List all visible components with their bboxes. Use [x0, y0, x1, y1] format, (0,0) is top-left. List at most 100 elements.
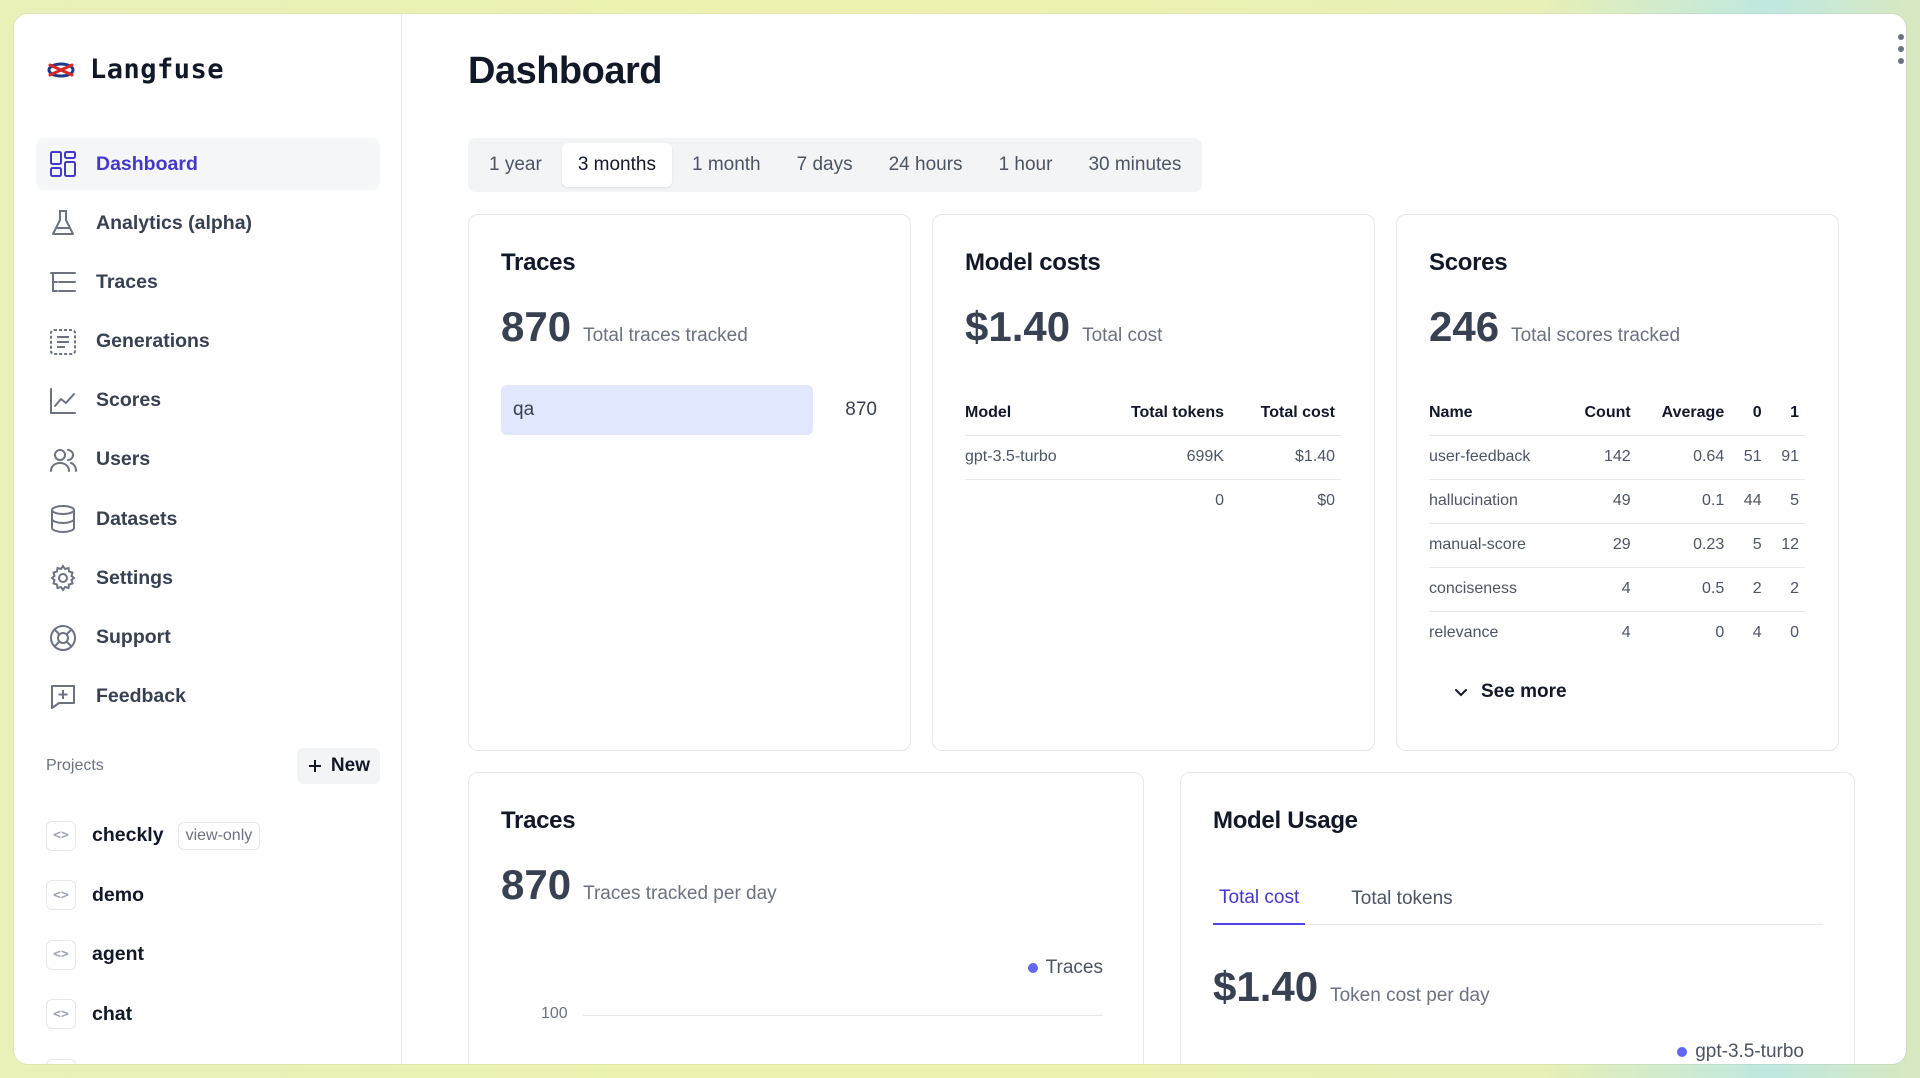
sidebar-item-analytics[interactable]: Analytics (alpha) [36, 197, 380, 249]
table-row: relevance 4 0 4 0 [1429, 610, 1805, 655]
metric-value: 870 [501, 303, 572, 350]
range-tab-7-days[interactable]: 7 days [796, 154, 853, 175]
sidebar-item-support[interactable]: Support [36, 612, 380, 664]
users-icon [50, 448, 77, 472]
metric-label: Total traces tracked [583, 325, 748, 346]
table-header-row: Model Total tokens Total cost [965, 391, 1341, 435]
table-row: 0 $0 [965, 478, 1341, 523]
sidebar: Langfuse Dashboard Analytics (alpha) Tra… [14, 14, 402, 1064]
project-item-agent[interactable]: <> agent [46, 925, 380, 985]
sidebar-item-label: Support [96, 626, 171, 648]
metric-label: Token cost per day [1330, 985, 1490, 1006]
time-range-tabs: 1 year 3 months 1 month 7 days 24 hours … [468, 138, 1203, 192]
column-header: Total tokens [1130, 403, 1224, 421]
column-header: Average [1661, 403, 1725, 421]
see-more-label: See more [1481, 681, 1567, 702]
card-title: Model costs [965, 249, 1101, 276]
grid-line [583, 1015, 1103, 1016]
new-project-label: New [330, 755, 370, 776]
sidebar-item-dashboard[interactable]: Dashboard [36, 138, 380, 190]
metric-value: $1.40 [965, 303, 1071, 350]
table-cell: 0.64 [1636, 434, 1731, 479]
metric-value: 246 [1429, 303, 1500, 350]
traces-metric: 870 Total traces tracked [501, 303, 748, 351]
table-cell: 142 [1563, 434, 1637, 479]
chart-legend: Traces [1027, 957, 1103, 979]
table-header-row: Name Count Average 0 1 [1429, 391, 1805, 435]
main-content: Dashboard 1 year 3 months 1 month 7 days… [402, 14, 1906, 1064]
range-tab-24-hours[interactable]: 24 hours [888, 154, 963, 175]
project-item-chat[interactable]: <> chat [46, 985, 380, 1045]
range-tab-1-hour[interactable]: 1 hour [998, 154, 1053, 175]
tab-total-tokens[interactable]: Total tokens [1351, 888, 1453, 909]
trace-name-bar-row: qa 870 [501, 385, 877, 435]
table-cell: 0 [1636, 610, 1731, 655]
table-cell: 2 [1730, 566, 1768, 611]
y-tick-label: 100 [541, 1005, 568, 1022]
table-row: gpt-3.5-turbo 699K $1.40 [965, 434, 1341, 479]
range-tab-30-minutes[interactable]: 30 minutes [1088, 154, 1182, 175]
sidebar-item-label: Scores [96, 389, 162, 412]
scores-card: Scores 246 Total scores tracked Name Cou… [1396, 214, 1839, 751]
project-item-checkly[interactable]: <> checkly view-only [46, 806, 380, 866]
tab-total-cost[interactable]: Total cost [1213, 873, 1306, 925]
app-window: Langfuse Dashboard Analytics (alpha) Tra… [14, 14, 1906, 1064]
sidebar-item-traces[interactable]: Traces [36, 256, 380, 308]
table-cell: 0 [1767, 610, 1805, 655]
langfuse-logo-icon [47, 62, 75, 77]
sidebar-item-feedback[interactable]: Feedback [36, 671, 380, 723]
table-cell: 4 [1563, 610, 1637, 655]
traces-chart-card: Traces 870 Traces tracked per day Traces… [468, 772, 1144, 1064]
column-header: 0 [1752, 403, 1762, 421]
database-icon [51, 505, 75, 534]
table-row: user-feedback 142 0.64 51 91 [1429, 434, 1805, 479]
table-cell: 0.23 [1636, 522, 1731, 567]
window-menu-handle[interactable] [1898, 34, 1904, 64]
table-cell: 5 [1767, 478, 1805, 523]
sidebar-item-users[interactable]: Users [36, 434, 380, 486]
sidebar-item-datasets[interactable]: Datasets [36, 493, 380, 545]
table-cell: 29 [1563, 522, 1637, 567]
view-only-badge: view-only [177, 821, 261, 850]
metric-label: Traces tracked per day [583, 883, 777, 904]
column-header: Total cost [1260, 403, 1335, 421]
sidebar-item-label: Analytics (alpha) [96, 211, 253, 234]
table-cell: 51 [1730, 434, 1768, 479]
brand[interactable]: Langfuse [46, 54, 224, 85]
project-name: chat [92, 1002, 133, 1025]
projects-label: Projects [46, 757, 104, 774]
message-plus-icon [51, 684, 75, 709]
project-item-demo[interactable]: <> demo [46, 866, 380, 926]
scores-metric: 246 Total scores tracked [1429, 303, 1680, 351]
range-tab-3-months[interactable]: 3 months [561, 143, 672, 187]
legend-dot [1677, 1047, 1688, 1057]
see-more-button[interactable]: See more [1453, 681, 1567, 703]
handle-dot [1898, 58, 1904, 64]
metric-value: 870 [501, 861, 572, 908]
sidebar-item-scores[interactable]: Scores [36, 375, 380, 427]
table-cell: 44 [1730, 478, 1768, 523]
handle-dot [1898, 34, 1904, 40]
sidebar-item-label: Traces [96, 270, 158, 293]
page-title: Dashboard [468, 50, 662, 92]
new-project-button[interactable]: New [296, 748, 380, 784]
table-cell: 0 [1095, 478, 1230, 523]
table-cell: 12 [1767, 522, 1805, 567]
sidebar-item-generations[interactable]: Generations [36, 316, 380, 368]
metric-value: $1.40 [1213, 963, 1319, 1010]
range-tab-1-month[interactable]: 1 month [691, 154, 761, 175]
dashboard-icon [50, 151, 76, 177]
column-header: 1 [1790, 403, 1799, 421]
project-item-another-project[interactable]: <> another-project [46, 1044, 380, 1064]
projects-header: Projects New [46, 748, 380, 784]
line-chart-icon [50, 387, 76, 414]
model-costs-card: Model costs $1.40 Total cost Model Total… [932, 214, 1375, 751]
table-cell: 91 [1767, 434, 1805, 479]
table-cell: 0.1 [1636, 478, 1731, 523]
range-tab-1-year[interactable]: 1 year [489, 154, 542, 175]
legend-label: Traces [1045, 957, 1103, 978]
table-cell: conciseness [1429, 566, 1564, 611]
sidebar-item-settings[interactable]: Settings [36, 552, 380, 604]
table-cell [965, 478, 1095, 523]
code-icon: <> [46, 939, 76, 970]
